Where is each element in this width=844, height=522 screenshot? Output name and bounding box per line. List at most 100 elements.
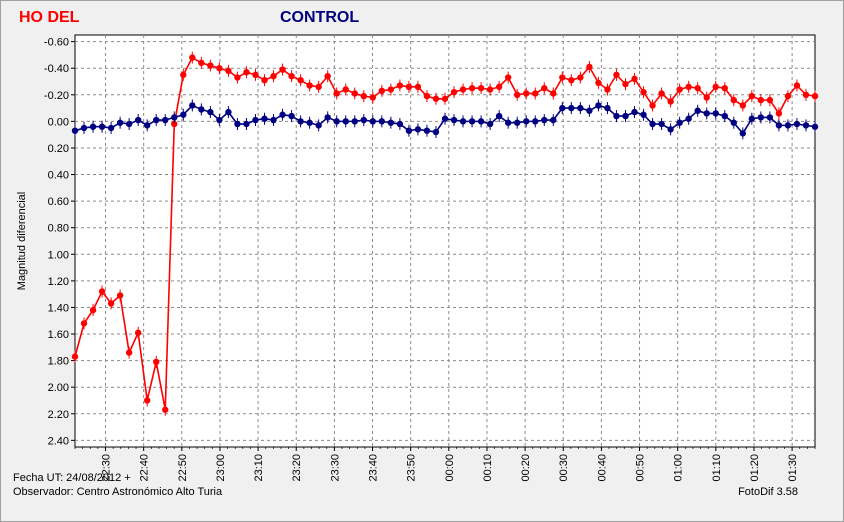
data-point xyxy=(631,108,638,116)
data-point xyxy=(98,288,106,295)
data-point xyxy=(712,110,719,117)
y-tick-label: 2.00 xyxy=(48,382,69,394)
data-point xyxy=(622,112,629,120)
data-point xyxy=(550,116,557,124)
x-tick-label: 00:50 xyxy=(635,454,647,482)
data-point xyxy=(595,102,602,109)
data-point xyxy=(396,82,404,89)
data-point xyxy=(360,116,367,124)
data-point xyxy=(523,90,530,97)
data-point xyxy=(71,353,79,360)
x-tick-label: 23:30 xyxy=(329,454,341,482)
data-point xyxy=(532,118,539,125)
data-point xyxy=(225,67,232,75)
y-tick-label: 1.40 xyxy=(48,302,69,314)
data-point xyxy=(306,119,313,126)
data-point xyxy=(568,76,575,84)
footer-date: Fecha UT: 24/08/2012 + xyxy=(13,472,131,484)
data-point xyxy=(116,292,124,299)
data-point xyxy=(495,83,503,91)
data-point xyxy=(189,102,196,109)
data-point xyxy=(658,120,665,128)
x-tick-label: 01:10 xyxy=(711,454,723,482)
data-point xyxy=(676,86,683,93)
data-point xyxy=(360,92,367,100)
x-tick-label: 22:40 xyxy=(139,454,151,482)
x-tick-label: 00:40 xyxy=(596,454,608,482)
data-point xyxy=(387,119,395,126)
data-point xyxy=(775,122,783,129)
data-point xyxy=(667,98,674,105)
data-point xyxy=(613,112,620,120)
y-tick-label: 1.60 xyxy=(48,329,69,341)
data-point xyxy=(414,83,422,91)
data-point xyxy=(171,120,178,128)
data-point xyxy=(523,118,530,125)
data-point xyxy=(577,74,584,81)
data-point xyxy=(315,122,322,129)
x-tick-label: 23:00 xyxy=(215,454,227,482)
data-point xyxy=(468,84,476,92)
data-point xyxy=(748,92,756,100)
data-point xyxy=(739,130,747,137)
data-point xyxy=(405,127,413,134)
data-point xyxy=(649,120,656,128)
x-tick-label: 00:30 xyxy=(558,454,570,482)
data-point xyxy=(342,118,349,125)
y-tick-label: 0.40 xyxy=(48,170,69,182)
y-tick-label: 1.20 xyxy=(48,276,69,288)
data-point xyxy=(730,96,737,104)
data-point xyxy=(396,120,404,128)
data-point xyxy=(559,104,566,112)
data-point xyxy=(721,112,728,120)
data-point xyxy=(270,116,277,124)
data-point xyxy=(243,120,250,128)
data-point xyxy=(279,66,286,73)
data-point xyxy=(333,118,340,125)
data-point xyxy=(80,320,88,327)
data-point xyxy=(640,88,647,96)
data-point xyxy=(802,122,810,129)
data-point xyxy=(125,120,133,128)
data-point xyxy=(71,127,79,134)
x-tick-label: 01:30 xyxy=(787,454,799,482)
legend-target-star: HO DEL xyxy=(19,9,80,26)
data-point xyxy=(604,104,611,112)
data-point xyxy=(586,107,593,114)
data-point xyxy=(342,86,349,93)
footer-observer: Observador: Centro Astronómico Alto Turi… xyxy=(13,486,223,498)
x-tick-label: 23:10 xyxy=(253,454,265,482)
x-tick-label: 22:30 xyxy=(101,454,113,482)
data-point xyxy=(324,114,331,121)
data-point xyxy=(297,118,304,125)
y-axis-label: Magnitud diferencial xyxy=(16,192,28,290)
data-point xyxy=(802,91,810,99)
y-tick-label: 0.60 xyxy=(48,196,69,208)
y-tick-label: -0.20 xyxy=(44,90,69,102)
y-tick-label: 0.20 xyxy=(48,143,69,155)
data-point xyxy=(577,104,584,112)
x-tick-label: 00:20 xyxy=(520,454,532,482)
x-tick-label: 22:50 xyxy=(177,454,189,482)
data-point xyxy=(766,96,774,104)
data-point xyxy=(595,79,602,87)
data-point xyxy=(225,108,232,116)
y-tick-label: 2.40 xyxy=(48,435,69,447)
data-point xyxy=(568,104,575,112)
data-point xyxy=(143,122,151,129)
y-tick-label: -0.40 xyxy=(44,63,69,75)
data-point xyxy=(550,90,557,97)
data-point xyxy=(162,406,169,413)
data-point xyxy=(207,62,214,69)
data-point xyxy=(234,120,241,128)
data-point xyxy=(604,86,611,93)
data-point xyxy=(198,106,205,113)
y-tick-label: 0.00 xyxy=(48,116,69,128)
data-point xyxy=(748,115,756,122)
data-point xyxy=(279,111,286,118)
data-point xyxy=(667,126,674,133)
data-point xyxy=(189,54,196,61)
data-point xyxy=(98,123,106,130)
data-point xyxy=(450,116,458,124)
data-point xyxy=(504,119,512,126)
